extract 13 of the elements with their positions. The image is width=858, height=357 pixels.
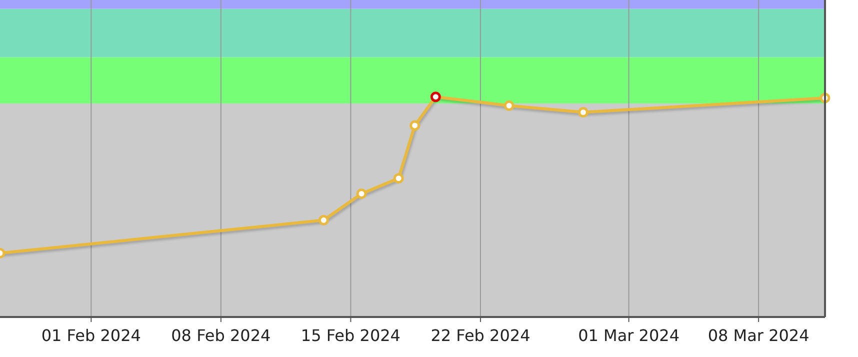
x-tick-label: 08 Feb 2024 <box>171 326 271 345</box>
point <box>318 214 329 226</box>
x-tick-label: 08 Mar 2024 <box>708 326 810 345</box>
point <box>578 107 588 118</box>
point <box>393 173 404 184</box>
x-tick-label: 01 Feb 2024 <box>41 326 141 345</box>
x-tick-label: 22 Feb 2024 <box>430 326 530 345</box>
x-tick-label: 01 Mar 2024 <box>578 326 680 345</box>
x-tick-label: 15 Feb 2024 <box>300 326 400 345</box>
point <box>504 100 514 111</box>
point <box>356 188 367 199</box>
point <box>410 120 420 131</box>
point <box>430 92 441 102</box>
